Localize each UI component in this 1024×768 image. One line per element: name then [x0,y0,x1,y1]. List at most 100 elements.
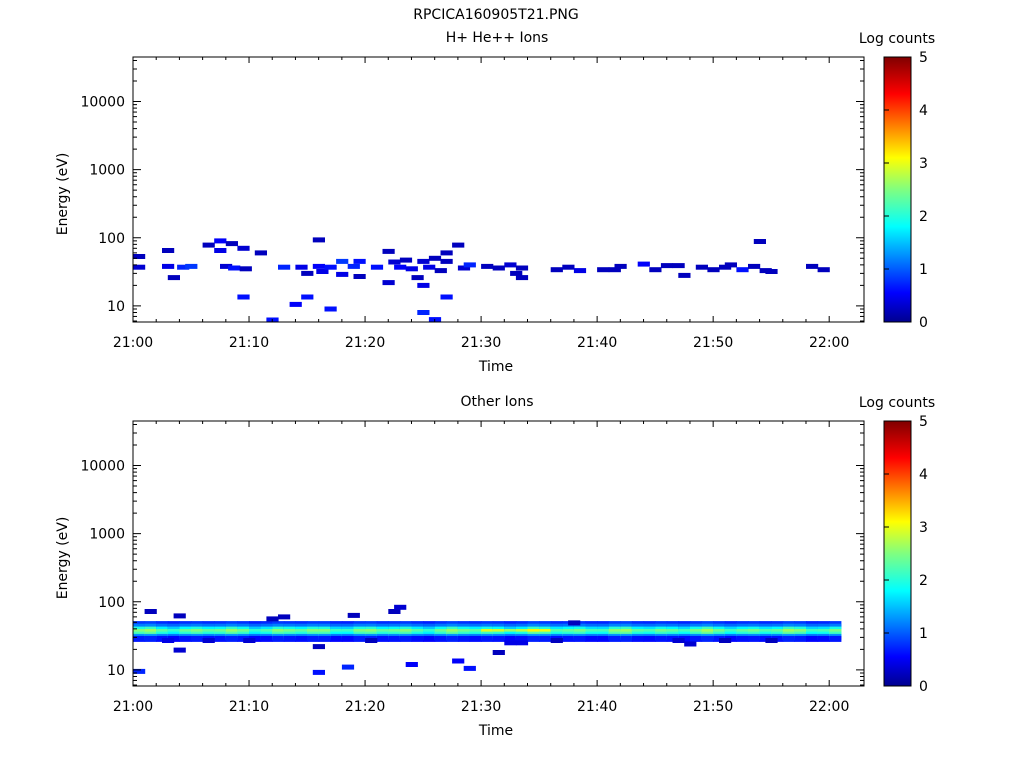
y-tick-label: 100 [98,231,125,247]
heatmap-cell [144,609,157,614]
band-cell [608,635,621,642]
heatmap-cell [341,664,355,670]
band-cell [133,635,146,642]
heatmap-cell [312,263,325,269]
heatmap-cell [173,647,186,653]
heatmap-cell [214,248,227,253]
heatmap-cell [463,665,476,671]
heatmap-cell [316,269,329,274]
colorbar-tick-label: 2 [919,573,928,589]
heatmap-cell [504,262,517,268]
colorbar-tick-label: 0 [919,315,928,331]
heatmap-cell [202,242,215,248]
heatmap-cell [239,266,252,272]
heatmap-cell [678,272,691,278]
heatmap-cell [202,638,215,643]
colorbar-tick-label: 5 [919,414,928,430]
heatmap-cell [806,263,819,269]
plot-frame [132,420,865,687]
heatmap-cell [365,638,378,643]
colorbar-tick-label: 3 [919,156,928,172]
heatmap-cell [684,641,697,647]
panel-other-ions: Other Ions 21:00 21:10 21:20 21:30 21:40 21:5… [55,394,935,739]
band-cell [260,635,273,642]
panel-title: Other Ions [460,394,533,410]
heatmap-cell [301,294,314,300]
band-cell [701,635,714,642]
band-cell [655,635,668,642]
y-tick-label: 10 [107,663,125,679]
heatmap-cell [695,264,708,270]
heatmap-cell [719,638,732,643]
band-cell [214,635,227,642]
heatmap-cell [817,267,830,273]
heatmap-cell [405,266,418,272]
x-tick-label: 22:00 [809,699,849,715]
band-cell [307,635,320,642]
band-cell [631,635,645,642]
heatmap-cell [452,242,465,248]
heatmap-cell [492,265,505,271]
heatmap-cell [672,638,685,643]
heatmap-cell [173,613,186,619]
colorbar-ticks: 0 1 2 3 4 5 [884,414,928,695]
band-cell [690,635,703,642]
x-tick-label: 21:20 [345,699,385,715]
heatmap-cell [637,261,650,267]
band-cell [585,635,598,642]
x-axis-label: Time [478,723,513,739]
heatmap-cells [133,237,830,323]
band-cell [272,635,285,642]
panel-h-he-ions: H+ He++ Ions 21:00 21:10 21:20 21:30 21:40 21… [55,30,935,375]
heatmap-cell [237,294,250,300]
panel-title: H+ He++ Ions [446,30,549,46]
heatmap-cell [423,264,436,270]
heatmap-cell [608,267,621,273]
heatmap-cell [382,280,395,286]
band-cell [817,635,830,642]
heatmap-cell [399,257,413,263]
heatmap-cell [278,614,291,620]
heatmap-cell [278,264,291,270]
band-cell [423,635,436,642]
heatmap-cell [765,638,778,643]
heatmap-cell [417,258,430,264]
heatmap-cell [162,638,175,643]
band-cell [179,635,192,642]
heatmap-cell [289,301,302,307]
heatmap-cell [162,248,175,253]
x-tick-label: 21:40 [577,335,617,351]
heatmap-cell [440,294,453,300]
plot-frame [132,56,865,323]
heatmap-cell [515,640,529,646]
band-cell [492,635,505,642]
x-tick-label: 21:00 [113,335,153,351]
band-cell [748,635,761,642]
colorbar-tick-label: 1 [919,626,928,642]
heatmap-cell [672,263,685,269]
x-tick-label: 21:50 [693,335,733,351]
heatmap-cell [562,264,575,270]
heatmap-cell [504,640,517,646]
heatmap-cell [324,306,337,312]
heatmap-cell [336,271,349,277]
x-tick-label: 21:30 [461,335,501,351]
heatmap-cell [411,275,424,281]
colorbar-tick-label: 0 [919,679,928,695]
heatmap-cell [463,262,476,268]
x-tick-label: 21:30 [461,699,501,715]
band-cell [806,635,819,642]
heatmap-cell [214,238,227,244]
x-tick-label: 21:10 [229,699,269,715]
heatmap-cell [394,604,407,610]
heatmap-cell [336,258,349,264]
heatmap-cell [394,264,407,270]
heatmap-cell [162,263,175,269]
heatmap-cell [237,245,250,251]
heatmap-cell [225,241,238,247]
heatmap-cell [353,258,366,264]
y-axis-label: Energy (eV) [55,153,71,236]
heatmap-cell [515,275,529,281]
colorbar-label: Log counts [859,395,935,411]
